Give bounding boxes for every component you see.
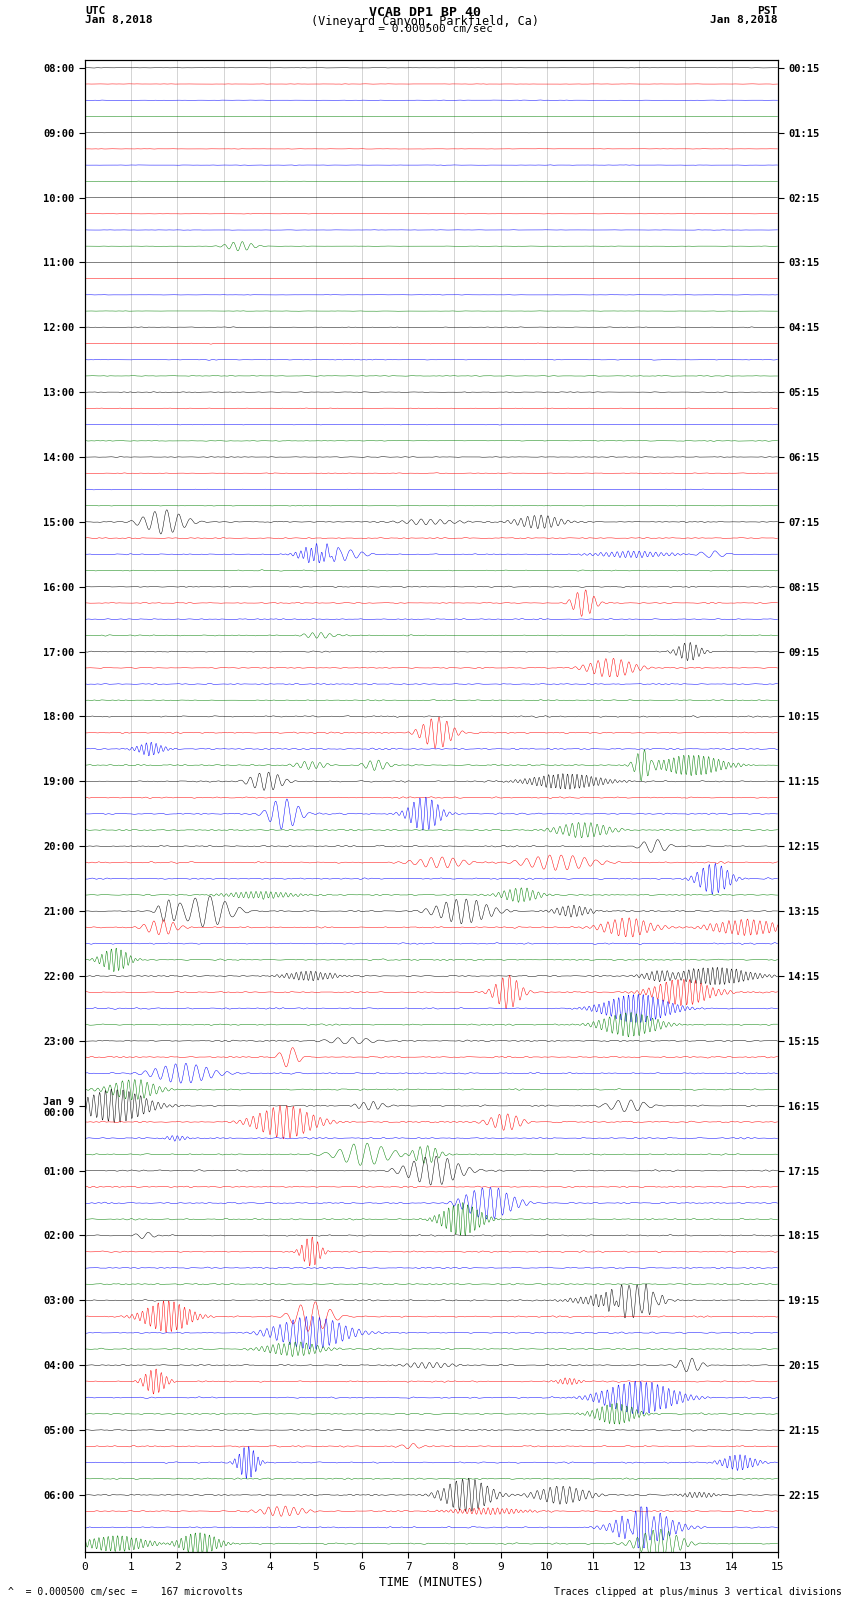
Text: I  = 0.000500 cm/sec: I = 0.000500 cm/sec (358, 24, 492, 34)
Text: Jan 8,2018: Jan 8,2018 (711, 16, 778, 26)
X-axis label: TIME (MINUTES): TIME (MINUTES) (379, 1576, 484, 1589)
Text: ^  = 0.000500 cm/sec =    167 microvolts: ^ = 0.000500 cm/sec = 167 microvolts (8, 1587, 243, 1597)
Text: Traces clipped at plus/minus 3 vertical divisions: Traces clipped at plus/minus 3 vertical … (553, 1587, 842, 1597)
Text: UTC: UTC (85, 5, 105, 16)
Text: VCAB DP1 BP 40: VCAB DP1 BP 40 (369, 5, 481, 19)
Text: (Vineyard Canyon, Parkfield, Ca): (Vineyard Canyon, Parkfield, Ca) (311, 16, 539, 29)
Text: PST: PST (757, 5, 778, 16)
Text: Jan 8,2018: Jan 8,2018 (85, 16, 152, 26)
